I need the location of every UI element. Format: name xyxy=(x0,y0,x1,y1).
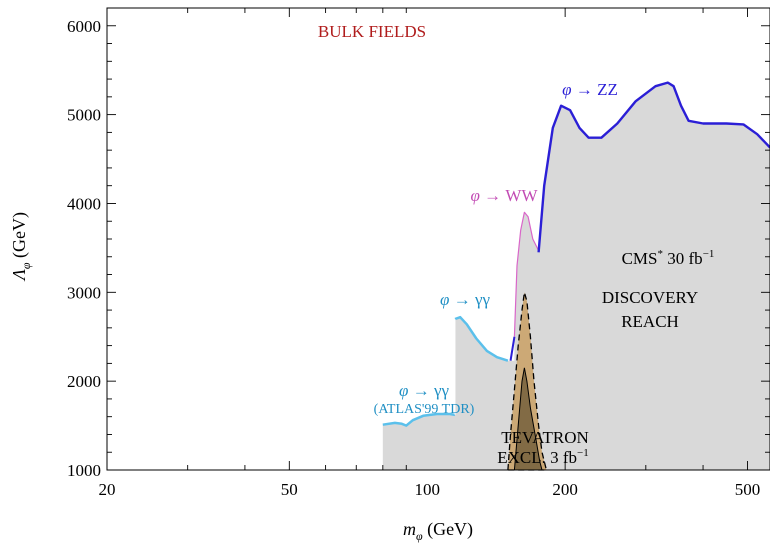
x-tick-label: 500 xyxy=(735,480,761,499)
ww-line xyxy=(513,211,540,337)
annotation: (ATLAS'99 TDR) xyxy=(374,402,475,417)
x-tick-label: 200 xyxy=(552,480,578,499)
tevatron-inner-region xyxy=(513,367,543,471)
x-axis-label: mφ (GeV) xyxy=(403,519,473,543)
zz-line xyxy=(537,81,770,253)
ww-edge xyxy=(509,336,516,361)
gamma-gamma-atlas-line xyxy=(382,412,456,427)
y-tick-label: 4000 xyxy=(67,194,101,213)
gamma-gamma-line xyxy=(454,315,509,362)
y-tick-label: 6000 xyxy=(67,17,101,36)
x-tick-label: 20 xyxy=(99,480,116,499)
annotation: φ → ZZ xyxy=(562,80,618,99)
annotations-layer: BULK FIELDS φ → ZZ φ → WW φ → γγ φ → γγ (ATLA… xyxy=(318,22,714,467)
y-tick-label: 3000 xyxy=(67,283,101,302)
fills-layer xyxy=(382,82,770,471)
annotation: BULK FIELDS xyxy=(318,22,426,41)
annotation: REACH xyxy=(621,312,679,331)
x-tick-label: 100 xyxy=(414,480,440,499)
annotation: EXCL. 3 fb−1​ xyxy=(497,447,589,467)
annotation: CMS*​ 30 fb−1​ xyxy=(622,248,715,268)
ticks-layer: 20 50 100 200 500 1000 2000 3000 4000 5000 6000 xyxy=(67,7,770,499)
y-tick-label: 5000 xyxy=(67,106,101,125)
annotation: φ → WW xyxy=(471,186,539,205)
x-tick-label: 50 xyxy=(281,480,298,499)
y-tick-label: 2000 xyxy=(67,372,101,391)
y-axis-label: Λφ (GeV) xyxy=(9,212,33,282)
annotation: TEVATRON xyxy=(501,428,589,447)
discovery-region xyxy=(382,82,770,470)
lines-layer xyxy=(382,81,770,427)
annotation: DISCOVERY xyxy=(602,288,698,307)
annotation: φ → γγ xyxy=(440,290,490,309)
annotation: φ → γγ xyxy=(399,381,449,400)
y-tick-label: 1000 xyxy=(67,461,101,480)
